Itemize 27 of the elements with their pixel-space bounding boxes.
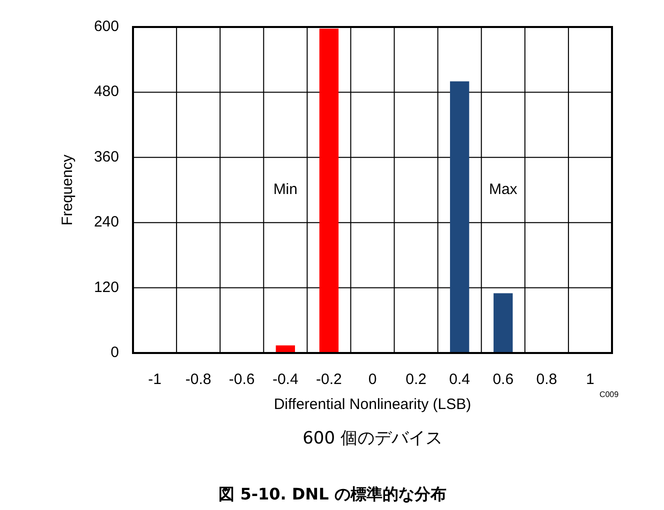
x-tick-label: 0.6	[492, 370, 514, 388]
y-axis-title: Frequency	[58, 154, 76, 226]
x-tick-label: 0.8	[536, 370, 558, 388]
y-tick-label: 360	[94, 148, 119, 166]
text: C009	[599, 390, 620, 400]
x-tick-label: -0.2	[316, 370, 342, 388]
x-tick-label: -1	[148, 370, 162, 388]
y-tick-label: 240	[94, 214, 119, 231]
x-tick-label: 0	[368, 370, 377, 388]
x-tick-label: -0.4	[272, 370, 298, 388]
x-tick-label: 0.4	[449, 370, 470, 388]
x-tick-label: 1	[586, 370, 594, 388]
bar	[494, 293, 513, 353]
x-axis-title: Differential Nonlinearity (LSB)	[274, 396, 472, 413]
series-label: Max	[488, 180, 518, 198]
bar	[319, 28, 339, 353]
x-tick-label: -0.6	[228, 370, 255, 388]
x-tick-label: -0.8	[185, 370, 212, 388]
y-tick-label: 480	[94, 83, 119, 100]
y-tick-label: 0	[110, 344, 119, 361]
y-tick-label: 120	[94, 278, 119, 296]
x-tick-label: 0.2	[406, 370, 426, 388]
text: 600 個のデバイス	[302, 428, 442, 449]
series-label: Min	[273, 180, 298, 198]
text: 図 5-10. DNL の標準的な分布	[218, 484, 446, 504]
y-tick-label: 600	[94, 18, 119, 35]
bar	[450, 81, 470, 353]
